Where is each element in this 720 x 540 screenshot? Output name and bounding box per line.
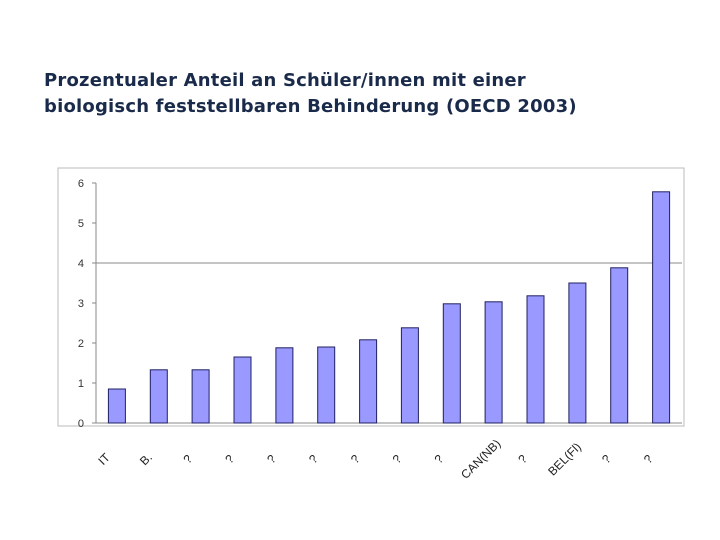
y-tick-label-3: 3 (78, 298, 84, 310)
x-category-label-11: ? (515, 452, 530, 467)
chart-frame (57, 167, 685, 427)
x-category-label-14: ? (641, 452, 656, 467)
bar-3 (191, 369, 210, 424)
x-category-label-2: B. (137, 450, 155, 468)
y-tick-label-1: 1 (78, 378, 84, 390)
bar-12 (568, 282, 587, 424)
bar-1 (107, 388, 126, 424)
x-category-label-6: ? (306, 452, 321, 467)
x-category-label-13: ? (599, 452, 614, 467)
slide-title-line-2: biologisch feststellbaren Behinderung (O… (44, 96, 577, 117)
bar-5 (275, 347, 294, 424)
y-tick-label-5: 5 (78, 218, 84, 230)
bar-6 (317, 346, 336, 424)
x-category-label-3: ? (180, 452, 195, 467)
slide-title: Prozentualer Anteil an Schüler/innen mit… (44, 68, 704, 120)
y-tick-label-4: 4 (78, 258, 84, 270)
bar-8 (400, 327, 419, 424)
bar-11 (526, 295, 545, 424)
bar-7 (359, 339, 378, 424)
x-category-label-8: ? (390, 452, 405, 467)
x-category-label-5: ? (264, 452, 279, 467)
x-category-label-9: ? (432, 452, 447, 467)
x-category-label-4: ? (222, 452, 237, 467)
bar-2 (149, 369, 168, 424)
bar-13 (610, 267, 629, 424)
y-tick-label-6: 6 (78, 178, 84, 190)
x-category-label-12: BEL(Fl) (545, 440, 584, 479)
bar-9 (442, 303, 461, 424)
bar-14 (652, 191, 671, 424)
slide-title-line-1: Prozentualer Anteil an Schüler/innen mit… (44, 70, 526, 91)
bar-10 (484, 301, 503, 424)
bar-4 (233, 356, 252, 424)
x-category-label-1: IT (95, 450, 113, 468)
x-category-label-7: ? (348, 452, 363, 467)
y-tick-label-2: 2 (78, 338, 84, 350)
x-category-label-10: CAN(NB) (458, 437, 503, 482)
y-tick-label-0: 0 (78, 418, 84, 430)
